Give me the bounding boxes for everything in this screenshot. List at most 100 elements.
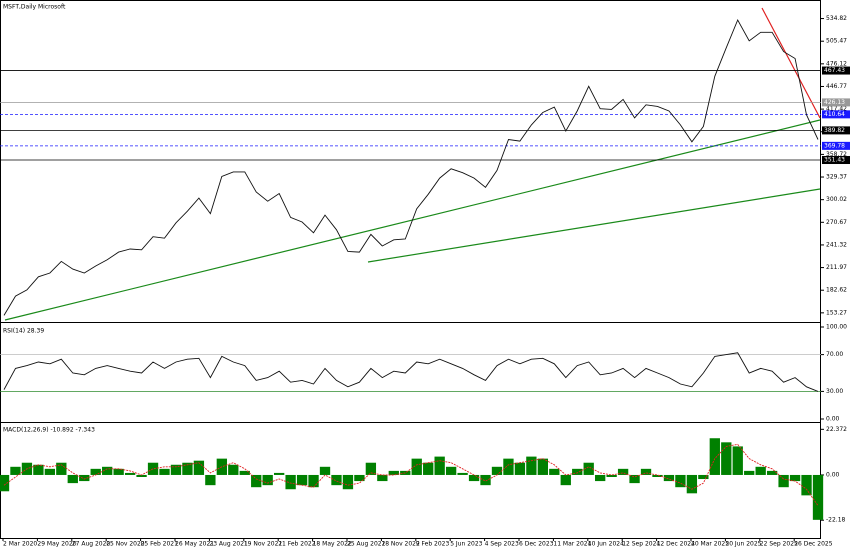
y-tick-label: 70.00 <box>826 351 843 358</box>
histogram-bar <box>193 460 205 475</box>
y-tick-label: 534.82 <box>826 15 847 22</box>
x-tick-label: 22 Sep 2025 <box>760 541 798 548</box>
x-tick-label: 29 May 2020 <box>37 541 76 548</box>
level-label: 351.43 <box>824 157 845 164</box>
histogram-bar <box>285 474 296 490</box>
histogram-bar <box>113 468 124 475</box>
histogram-bar <box>331 474 342 486</box>
level-label: 426.13 <box>824 99 845 106</box>
price-line <box>3 18 819 316</box>
level-label-box <box>822 126 850 135</box>
histogram-bar <box>812 474 824 520</box>
histogram-bar <box>423 462 434 475</box>
panel-title: MSFT,Daily Microsoft <box>3 4 66 11</box>
x-tick-label: 2 Mar 2020 <box>3 541 37 548</box>
y-tick-label: 505.47 <box>826 38 847 45</box>
level-label: 410.64 <box>824 111 845 118</box>
histogram-bar <box>67 474 78 484</box>
histogram-bar <box>319 466 331 475</box>
x-tick-label: 12 Sep 2024 <box>622 541 660 548</box>
histogram-bar <box>124 472 136 475</box>
histogram-bar <box>457 472 468 475</box>
histogram-bar <box>549 468 560 475</box>
histogram-bar <box>629 474 640 484</box>
signal-line <box>3 443 819 506</box>
x-tick-label: 6 Dec 2023 <box>519 541 554 548</box>
histogram-bar <box>228 464 239 475</box>
x-tick-label: 5 Jun 2023 <box>450 541 482 548</box>
y-tick-label: 153.27 <box>826 309 847 316</box>
y-tick-label: 211.97 <box>826 264 847 271</box>
x-tick-label: 11 Mar 2024 <box>553 541 591 548</box>
histogram-bar <box>606 474 617 477</box>
histogram-bar <box>801 474 812 496</box>
histogram-bar <box>377 474 388 482</box>
histogram-bar <box>251 474 262 488</box>
level-label: 389.82 <box>824 127 845 134</box>
histogram-bar <box>480 474 491 486</box>
level-label: 369.78 <box>824 142 845 149</box>
y-tick-label: 22.372 <box>826 426 847 433</box>
y-tick-label: 300.02 <box>826 196 847 203</box>
histogram-bar <box>0 474 10 492</box>
y-tick-label: 0.00 <box>826 471 840 478</box>
histogram-bar <box>709 438 720 475</box>
histogram-bar <box>354 474 365 482</box>
y-tick-label: 329.37 <box>826 174 847 181</box>
histogram-bar <box>572 468 583 475</box>
histogram-bar <box>514 462 526 475</box>
histogram-bar <box>698 474 709 480</box>
histogram-bar <box>675 474 686 488</box>
histogram-bar <box>182 462 193 475</box>
y-tick-label: -22.18 <box>826 517 846 524</box>
y-tick-label: 446.77 <box>826 83 847 90</box>
histogram-bar <box>170 464 182 475</box>
x-tick-label: 20 Mar 2025 <box>691 541 729 548</box>
x-tick-label: 9 Feb 2023 <box>416 541 450 548</box>
histogram-bar <box>10 466 21 475</box>
x-tick-label: 4 Sep 2023 <box>485 541 519 548</box>
x-tick-label: 25 Nov 2020 <box>106 541 145 548</box>
histogram-bar <box>744 470 755 475</box>
level-label-box <box>822 98 850 107</box>
histogram-bar <box>102 466 113 475</box>
histogram-bar <box>239 470 250 475</box>
histogram-bar <box>640 468 652 475</box>
histogram-bar <box>686 474 698 494</box>
level-label: 467.43 <box>824 67 845 74</box>
histogram-bar <box>147 462 159 475</box>
y-tick-label: 100.00 <box>826 324 847 331</box>
histogram-bar <box>652 474 663 477</box>
histogram-bar <box>560 474 571 486</box>
histogram-bar <box>583 462 594 475</box>
panel-title: RSI(14) 28.39 <box>3 328 44 335</box>
histogram-bar <box>526 456 537 475</box>
x-tick-label: 26 May 2021 <box>175 541 214 548</box>
histogram-bar <box>595 474 606 482</box>
x-tick-label: 25 Feb 2021 <box>141 541 179 548</box>
y-tick-label: 417.42 <box>826 106 847 113</box>
histogram-bar <box>273 472 285 475</box>
level-label-box <box>822 156 850 165</box>
x-tick-label: 20 Jun 2025 <box>725 541 761 548</box>
histogram-bar <box>205 474 216 486</box>
histogram-bar <box>491 466 503 475</box>
x-tick-label: 10 Jun 2024 <box>588 541 624 548</box>
histogram-bar <box>79 474 90 482</box>
y-tick-label: 358.72 <box>826 151 847 158</box>
histogram-bar <box>732 446 743 475</box>
level-label-box <box>822 110 850 119</box>
trend-line <box>761 7 821 119</box>
histogram-bar <box>755 466 766 475</box>
histogram-bar <box>434 456 445 475</box>
x-tick-label: 21 Feb 2022 <box>278 541 316 548</box>
histogram-bar <box>789 474 801 482</box>
histogram-bar <box>445 466 457 475</box>
y-tick-label: 241.32 <box>826 241 847 248</box>
histogram-bar <box>262 474 273 486</box>
histogram-bar <box>663 474 675 482</box>
x-tick-label: 19 Nov 2021 <box>244 541 283 548</box>
histogram-bar <box>766 470 778 475</box>
